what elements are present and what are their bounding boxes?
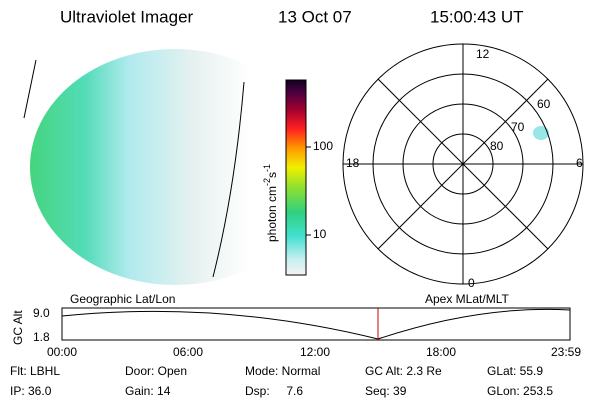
info-item: GLat: 55.9	[487, 364, 543, 378]
info-item: Door: Open	[125, 364, 187, 378]
label: photon cm	[265, 186, 279, 242]
altitude-curve	[61, 308, 571, 340]
limb-arc	[212, 81, 245, 278]
x-tick: 23:59	[551, 345, 581, 359]
lat-label: 60	[537, 97, 551, 111]
exp: -1	[262, 164, 272, 172]
mlt-label: 18	[346, 156, 360, 170]
aurora-spot	[533, 126, 549, 140]
info-item: Gain: 14	[125, 384, 171, 398]
info-item: GLon: 253.5	[487, 384, 553, 398]
cb-tick: 10	[313, 227, 327, 241]
info-item: Dsp: 7.6	[245, 384, 303, 398]
info-item: GC Alt: 2.3 Re	[365, 364, 442, 378]
timeline: Geographic Lat/Lon Apex MLat/MLT GC Alt …	[11, 292, 581, 359]
lat-label: 80	[490, 139, 504, 153]
time: 15:00:43 UT	[430, 7, 524, 26]
axis	[377, 78, 549, 250]
y-tick: 1.8	[33, 330, 50, 344]
x-tick: 06:00	[173, 345, 203, 359]
date: 13 Oct 07	[278, 7, 352, 26]
x-tick: 12:00	[300, 345, 330, 359]
mlt-label: 6	[576, 156, 583, 170]
left-title: Geographic Lat/Lon	[70, 292, 175, 306]
exp: -2	[262, 178, 272, 186]
timeline-frame	[61, 307, 571, 341]
info-item: Seq: 39	[365, 384, 407, 398]
y-tick: 9.0	[33, 306, 50, 320]
lat-label: 70	[511, 120, 525, 134]
polar-plot: 12 18 6 0 60 70 80	[342, 43, 584, 290]
colorbar-gradient	[285, 79, 307, 276]
x-tick: 18:00	[426, 345, 456, 359]
info-item: IP: 36.0	[10, 384, 52, 398]
unit: s	[265, 172, 279, 178]
aurora-cloud	[30, 49, 250, 285]
limb-line	[23, 59, 37, 119]
mlt-label: 0	[468, 276, 475, 290]
y-label: GC Alt	[11, 310, 25, 345]
info: Flt: LBHL Door: Open Mode: Normal GC Alt…	[10, 364, 553, 398]
colorbar: 100 10 photon cm-2s-1	[262, 79, 333, 276]
right-title: Apex MLat/MLT	[425, 292, 509, 306]
cb-tick: 100	[313, 139, 333, 153]
mlt-label: 12	[476, 47, 490, 61]
info-item: Flt: LBHL	[10, 364, 60, 378]
instrument: Ultraviolet Imager	[60, 7, 194, 26]
x-tick: 00:00	[47, 345, 77, 359]
cb-label: photon cm-2s-1	[262, 164, 279, 242]
uv-image	[23, 49, 250, 285]
info-item: Mode: Normal	[245, 364, 320, 378]
